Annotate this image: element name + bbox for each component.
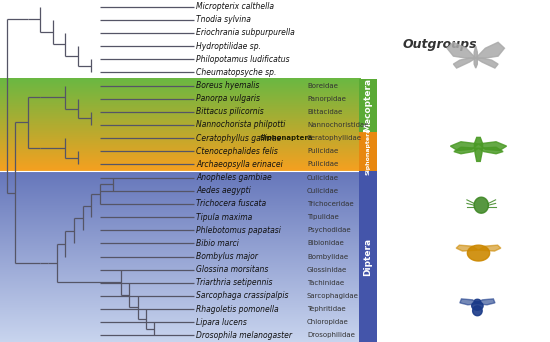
Polygon shape <box>456 245 478 251</box>
Text: Glossina morsitans: Glossina morsitans <box>196 265 269 274</box>
Text: Phlebotomus papatasi: Phlebotomus papatasi <box>196 226 281 235</box>
Text: Culicidae: Culicidae <box>307 174 339 181</box>
Text: Ctenocephalides felis: Ctenocephalides felis <box>196 147 278 156</box>
Text: Micropterix calthella: Micropterix calthella <box>196 2 274 11</box>
Text: Archaeopsylla erinacei: Archaeopsylla erinacei <box>196 160 283 169</box>
Text: Panorpa vulgaris: Panorpa vulgaris <box>196 94 260 103</box>
Text: Bibionidae: Bibionidae <box>307 240 344 246</box>
Bar <box>359 171 377 342</box>
Polygon shape <box>468 245 490 261</box>
Text: Rhagoletis pomonella: Rhagoletis pomonella <box>196 305 279 314</box>
Text: Bittacidae: Bittacidae <box>307 109 342 115</box>
Text: Trichoceridae: Trichoceridae <box>307 201 354 207</box>
Text: Bombylus major: Bombylus major <box>196 252 258 261</box>
Text: Siphonaptera: Siphonaptera <box>259 135 313 141</box>
Polygon shape <box>477 299 495 305</box>
Polygon shape <box>474 137 483 161</box>
Text: Hydroptilidae sp.: Hydroptilidae sp. <box>196 41 261 51</box>
Text: Ceratophyllus gallinae: Ceratophyllus gallinae <box>196 134 282 143</box>
Text: Eriochrania subpurpurella: Eriochrania subpurpurella <box>196 28 295 37</box>
Text: Aedes aegypti: Aedes aegypti <box>196 186 251 195</box>
Text: Nannochoristidae: Nannochoristidae <box>307 122 368 128</box>
Text: Bombylidae: Bombylidae <box>307 253 348 260</box>
Text: Pulicidae: Pulicidae <box>307 161 338 168</box>
Text: Outgroups: Outgroups <box>403 38 477 51</box>
Text: Sarcophagidae: Sarcophagidae <box>307 293 359 299</box>
Polygon shape <box>447 42 476 58</box>
Polygon shape <box>474 46 477 68</box>
Polygon shape <box>472 301 483 310</box>
Text: Ceratophyllidae: Ceratophyllidae <box>307 135 362 141</box>
Text: Tipula maxima: Tipula maxima <box>196 212 252 222</box>
Text: Tephritidae: Tephritidae <box>307 306 345 312</box>
Text: Psychodidae: Psychodidae <box>307 227 350 233</box>
Bar <box>359 79 377 132</box>
Polygon shape <box>474 299 481 303</box>
Text: Nannochorista philpotti: Nannochorista philpotti <box>196 120 286 130</box>
Text: Chloropidae: Chloropidae <box>307 319 349 325</box>
Text: Bittacus pilicornis: Bittacus pilicornis <box>196 107 264 116</box>
Text: Drosophilidae: Drosophilidae <box>307 332 355 339</box>
Text: Boreidae: Boreidae <box>307 82 338 89</box>
Text: Diptera: Diptera <box>364 237 372 276</box>
Text: Bibio marci: Bibio marci <box>196 239 239 248</box>
Polygon shape <box>478 142 507 150</box>
Text: Trichocera fuscata: Trichocera fuscata <box>196 199 267 208</box>
Text: Tachinidae: Tachinidae <box>307 280 344 286</box>
Text: Pulicidae: Pulicidae <box>307 148 338 154</box>
Polygon shape <box>476 58 498 68</box>
Text: Panorpidae: Panorpidae <box>307 96 346 102</box>
Text: Tipulidae: Tipulidae <box>307 214 339 220</box>
Polygon shape <box>478 245 501 251</box>
Text: Philopotamus ludificatus: Philopotamus ludificatus <box>196 55 290 64</box>
Text: Triarthria setipennis: Triarthria setipennis <box>196 278 273 287</box>
Text: Boreus hyemalis: Boreus hyemalis <box>196 81 260 90</box>
Polygon shape <box>478 147 503 154</box>
Text: Tnodia sylvina: Tnodia sylvina <box>196 15 251 24</box>
Polygon shape <box>474 197 488 213</box>
Text: Siphonaptera: Siphonaptera <box>365 128 371 175</box>
Text: Culicidae: Culicidae <box>307 188 339 194</box>
Polygon shape <box>453 58 476 68</box>
Polygon shape <box>454 147 478 154</box>
Polygon shape <box>450 142 478 150</box>
Text: Anopheles gambiae: Anopheles gambiae <box>196 173 272 182</box>
Text: Mecoptera: Mecoptera <box>364 78 372 132</box>
Polygon shape <box>472 306 482 316</box>
Text: Sarcophaga crassipalpis: Sarcophaga crassipalpis <box>196 291 289 301</box>
Bar <box>359 132 377 171</box>
Text: Glossinidae: Glossinidae <box>307 267 347 273</box>
Polygon shape <box>460 299 477 305</box>
Text: Drosophila melanogaster: Drosophila melanogaster <box>196 331 293 340</box>
Polygon shape <box>476 42 504 58</box>
Text: Cheumatopsyche sp.: Cheumatopsyche sp. <box>196 68 277 77</box>
Text: Lipara lucens: Lipara lucens <box>196 318 248 327</box>
